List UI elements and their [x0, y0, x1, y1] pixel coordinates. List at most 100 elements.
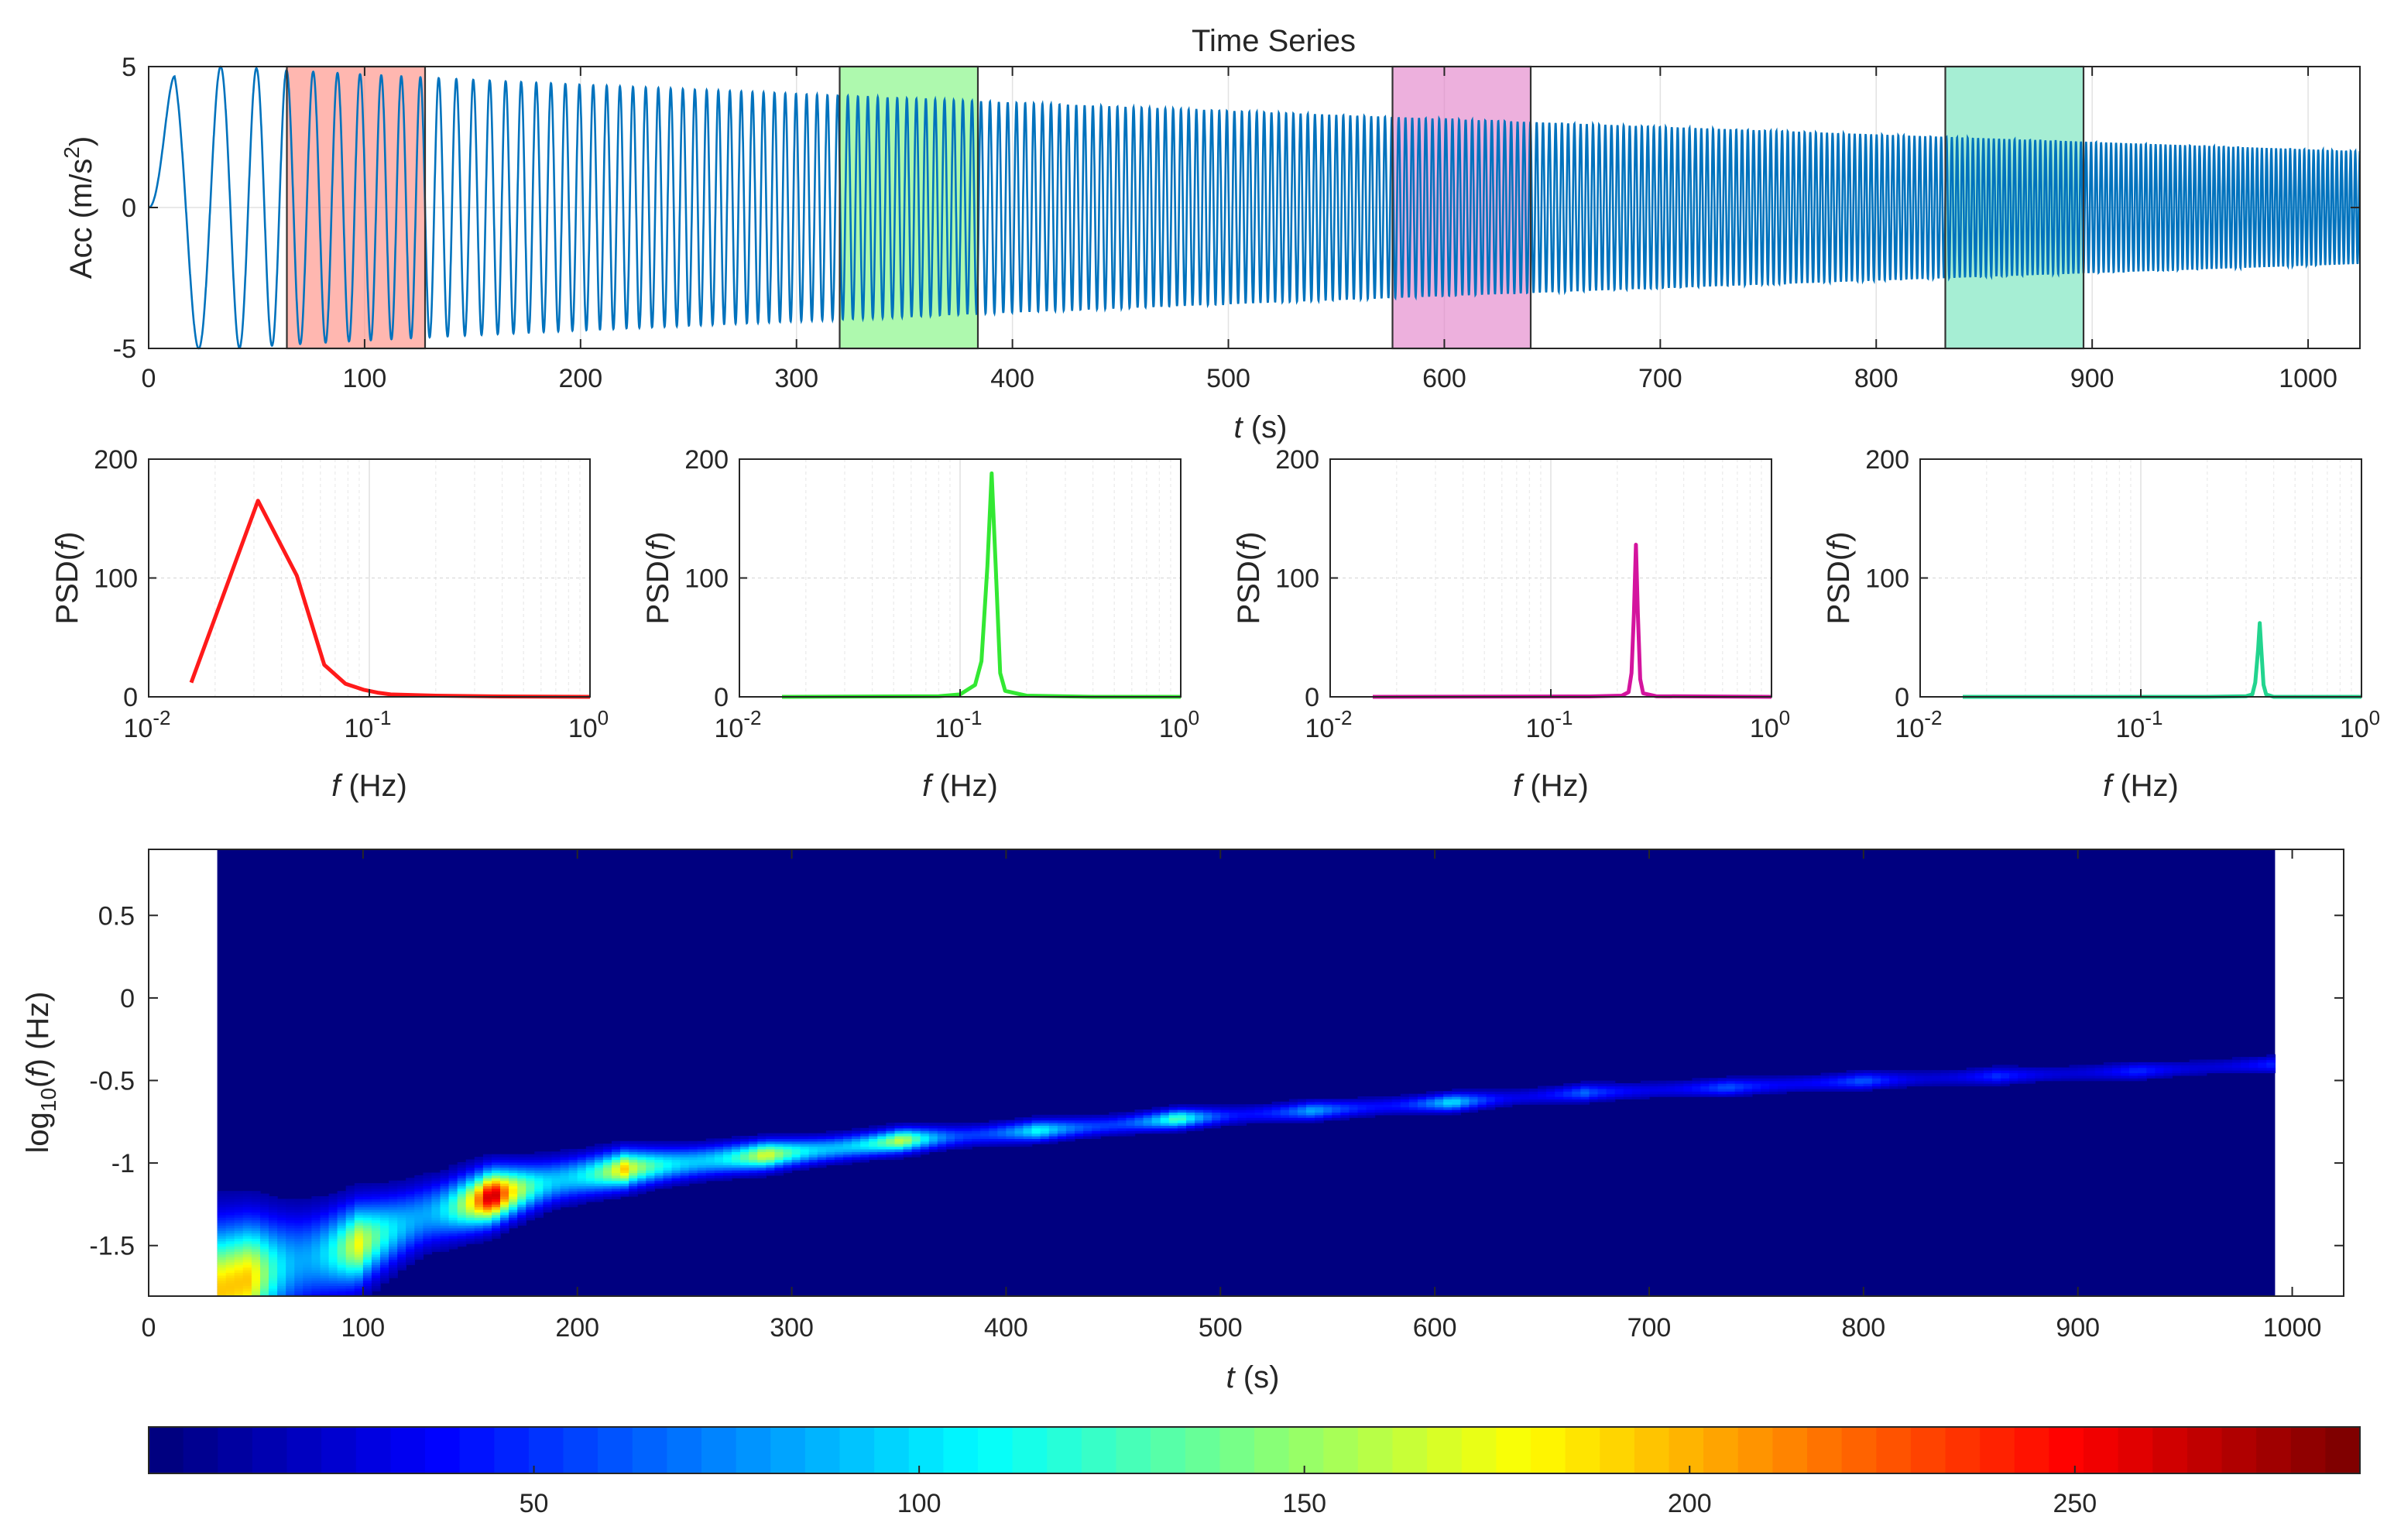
spectrogram-cell — [1846, 1078, 1856, 1082]
spectrogram-cell — [217, 1209, 227, 1212]
spectrogram-cell — [225, 1259, 235, 1263]
spectrogram-cell — [225, 1264, 235, 1268]
spectrogram-cell — [1332, 1112, 1341, 1116]
spectrogram-cell — [1280, 1110, 1290, 1113]
colorbar-cell — [2256, 1427, 2292, 1473]
spectrogram-cell — [852, 1138, 861, 1142]
spectrogram-cell — [1143, 1130, 1153, 1134]
spectrogram-cell — [543, 1183, 553, 1187]
spectrogram-cell — [723, 1175, 732, 1178]
spectrogram-cell — [431, 1225, 441, 1229]
spectrogram-cell — [389, 1240, 398, 1244]
spectrogram-cell — [577, 1178, 587, 1182]
psd-y-label-pre: PSD( — [1822, 550, 1856, 624]
spectrogram-cell — [362, 1230, 372, 1234]
spectrogram-cell — [431, 1243, 441, 1247]
spectrogram-cell — [371, 1201, 381, 1205]
spectrogram-cell — [1511, 1101, 1521, 1105]
spectrogram-cell — [251, 1243, 261, 1247]
spectrogram-cell — [1280, 1114, 1290, 1118]
spectrogram-cell — [380, 1212, 389, 1216]
spectrogram-cell — [869, 1154, 878, 1158]
spectrogram-cell — [749, 1154, 758, 1158]
spectrogram-cell — [397, 1230, 406, 1234]
spectrogram-cell — [1786, 1088, 1796, 1092]
spectrogram-cell — [1460, 1110, 1470, 1113]
spectrogram-cell — [1048, 1125, 1058, 1129]
spectrogram-cell — [457, 1204, 467, 1208]
spectrogram-cell — [320, 1240, 330, 1244]
spectrogram-cell — [286, 1206, 295, 1210]
spectrogram-cell — [389, 1259, 398, 1263]
spectrogram-cell — [937, 1127, 947, 1131]
spectrogram-cell — [2001, 1078, 2010, 1082]
colorbar-cell — [701, 1427, 737, 1473]
spectrogram-cell — [448, 1209, 458, 1212]
spectrogram-cell — [1683, 1093, 1693, 1097]
spectrogram-cell — [380, 1274, 389, 1278]
spectrogram-cell — [474, 1188, 484, 1192]
spectrogram-cell — [1812, 1075, 1822, 1079]
spectrogram-cell — [1143, 1114, 1153, 1118]
spectrogram-cell — [1555, 1091, 1564, 1095]
spectrogram-cell — [320, 1278, 330, 1281]
spectrogram-cell — [371, 1212, 381, 1216]
spectrogram-cell — [620, 1161, 629, 1165]
spectrogram-cell — [1623, 1086, 1633, 1089]
spectrogram-cell — [1168, 1112, 1178, 1116]
spectrogram-cell — [1511, 1099, 1521, 1103]
spectrogram-cell — [509, 1204, 518, 1208]
spectrogram-cell — [448, 1183, 458, 1187]
psd-xtick-base: 10 — [1750, 714, 1779, 743]
spectrogram-cell — [1871, 1080, 1881, 1084]
spectrogram-cell — [269, 1283, 278, 1286]
spectrogram-cell — [1906, 1083, 1916, 1087]
spectrogram-cell — [602, 1196, 612, 1199]
spectrogram-cell — [937, 1136, 947, 1139]
spectrogram-cell — [714, 1170, 724, 1174]
spectrogram-cell — [800, 1146, 810, 1150]
spectrogram-cell — [766, 1164, 775, 1168]
spectrogram-cell — [585, 1185, 595, 1189]
spectrogram-cell — [517, 1159, 526, 1163]
spectrogram-cell — [2043, 1070, 2053, 1074]
spectrogram-cell — [1477, 1104, 1487, 1108]
spectrogram-cell — [800, 1164, 810, 1168]
spectrogram-cell — [1709, 1080, 1719, 1084]
spectrogram-cell — [389, 1235, 398, 1239]
spectrogram-cell — [448, 1233, 458, 1236]
spectrogram-cell — [963, 1127, 972, 1131]
spectrogram-cell — [251, 1261, 261, 1265]
spectrogram-cell — [1726, 1078, 1736, 1082]
spectrogram-cell — [1940, 1070, 1950, 1074]
spectrogram-cell — [989, 1144, 998, 1147]
psd-xtick-exponent: 0 — [2369, 706, 2380, 729]
spectrogram-cell — [440, 1219, 450, 1223]
spectrogram-cell — [671, 1161, 681, 1165]
spectrogram-cell — [303, 1259, 312, 1263]
spectrogram-cell — [286, 1227, 295, 1231]
spectrogram-cell — [1460, 1106, 1470, 1110]
spectrogram-cell — [1854, 1088, 1864, 1092]
psd-xtick-exponent: 0 — [598, 706, 609, 729]
spectrogram-cell — [423, 1204, 433, 1208]
spectrogram-cell — [877, 1157, 887, 1161]
spectrogram-cell — [568, 1172, 578, 1176]
spectrogram-cell — [362, 1293, 372, 1297]
spectrogram-cell — [1983, 1083, 1993, 1087]
spectrogram-cell — [2232, 1067, 2241, 1071]
spectrogram-cell — [972, 1136, 981, 1139]
spectrogram-cell — [1881, 1078, 1890, 1082]
spectrogram-cell — [260, 1223, 269, 1226]
spectrogram-cell — [294, 1212, 304, 1216]
spectrogram-cell — [2163, 1072, 2173, 1076]
spectrogram-cell — [800, 1161, 810, 1165]
spectrogram-cell — [380, 1270, 389, 1274]
spectrogram-cell — [602, 1148, 612, 1152]
spectrogram-cell — [457, 1199, 467, 1202]
spectrogram-cell — [406, 1257, 415, 1260]
spectrogram-cell — [1949, 1075, 1959, 1079]
spectrogram-cell — [860, 1130, 869, 1134]
spectrogram-cell — [577, 1183, 587, 1187]
spectrogram-cell — [217, 1251, 227, 1255]
